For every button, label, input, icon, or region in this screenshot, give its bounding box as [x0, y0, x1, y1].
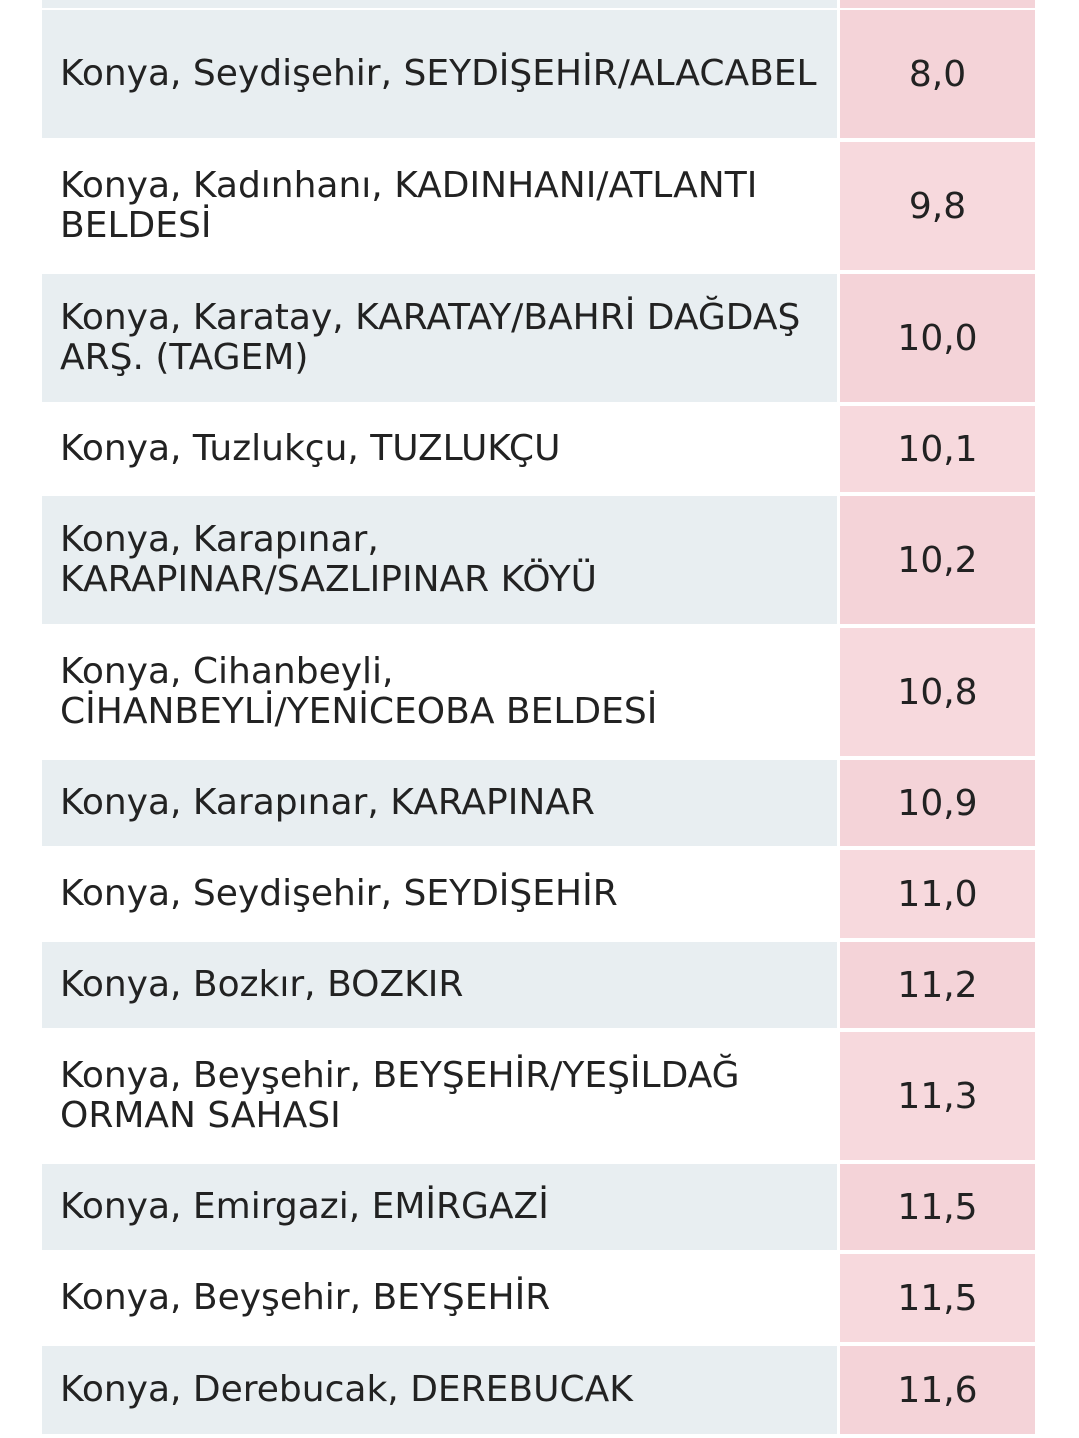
station-name: Konya, Derebucak, DEREBUCAK [42, 1346, 837, 1434]
table-row: Konya, Tuzlukçu, TUZLUKÇU 10,1 [42, 406, 1035, 492]
cell [840, 0, 1035, 8]
table-row: Konya, Derebucak, DEREBUCAK 11,6 [42, 1346, 1035, 1434]
table-row: Konya, Cihanbeyli, CİHANBEYLİ/YENİCEOBA … [42, 628, 1035, 756]
station-name: Konya, Karatay, KARATAY/BAHRİ DAĞDAŞ ARŞ… [42, 274, 837, 402]
station-name: Konya, Beyşehir, BEYŞEHİR/YEŞİLDAĞ ORMAN… [42, 1032, 837, 1160]
table-row: Konya, Seydişehir, SEYDİŞEHİR 11,0 [42, 850, 1035, 938]
temperature-value: 11,2 [840, 942, 1035, 1028]
partial-row [42, 0, 1035, 8]
table-row: Konya, Karatay, KARATAY/BAHRİ DAĞDAŞ ARŞ… [42, 274, 1035, 402]
table-row: Konya, Karapınar, KARAPINAR 10,9 [42, 760, 1035, 846]
table-row: Konya, Kadınhanı, KADINHANI/ATLANTI BELD… [42, 142, 1035, 270]
table-row: Konya, Bozkır, BOZKIR 11,2 [42, 942, 1035, 1028]
temperature-value: 11,0 [840, 850, 1035, 938]
temperature-value: 11,6 [840, 1346, 1035, 1434]
station-name: Konya, Cihanbeyli, CİHANBEYLİ/YENİCEOBA … [42, 628, 837, 756]
table-row: Konya, Karapınar, KARAPINAR/SAZLIPINAR K… [42, 496, 1035, 624]
station-name: Konya, Karapınar, KARAPINAR [42, 760, 837, 846]
station-name: Konya, Seydişehir, SEYDİŞEHİR/ALACABEL [42, 10, 837, 138]
temperature-value: 11,5 [840, 1254, 1035, 1342]
temperature-value: 9,8 [840, 142, 1035, 270]
station-name: Konya, Kadınhanı, KADINHANI/ATLANTI BELD… [42, 142, 837, 270]
temperature-value: 8,0 [840, 10, 1035, 138]
cell [42, 0, 837, 8]
temperature-value: 10,8 [840, 628, 1035, 756]
temperature-value: 10,1 [840, 406, 1035, 492]
temperature-value: 11,3 [840, 1032, 1035, 1160]
station-name: Konya, Karapınar, KARAPINAR/SAZLIPINAR K… [42, 496, 837, 624]
temperature-value: 10,0 [840, 274, 1035, 402]
temperature-value: 11,5 [840, 1164, 1035, 1250]
station-name: Konya, Beyşehir, BEYŞEHİR [42, 1254, 837, 1342]
table-row: Konya, Seydişehir, SEYDİŞEHİR/ALACABEL 8,… [42, 10, 1035, 138]
table-row: Konya, Beyşehir, BEYŞEHİR 11,5 [42, 1254, 1035, 1342]
table-row: Konya, Emirgazi, EMİRGAZİ 11,5 [42, 1164, 1035, 1250]
temperature-value: 10,9 [840, 760, 1035, 846]
station-name: Konya, Seydişehir, SEYDİŞEHİR [42, 850, 837, 938]
temperature-value: 10,2 [840, 496, 1035, 624]
table-row: Konya, Beyşehir, BEYŞEHİR/YEŞİLDAĞ ORMAN… [42, 1032, 1035, 1160]
station-name: Konya, Emirgazi, EMİRGAZİ [42, 1164, 837, 1250]
station-name: Konya, Bozkır, BOZKIR [42, 942, 837, 1028]
station-name: Konya, Tuzlukçu, TUZLUKÇU [42, 406, 837, 492]
